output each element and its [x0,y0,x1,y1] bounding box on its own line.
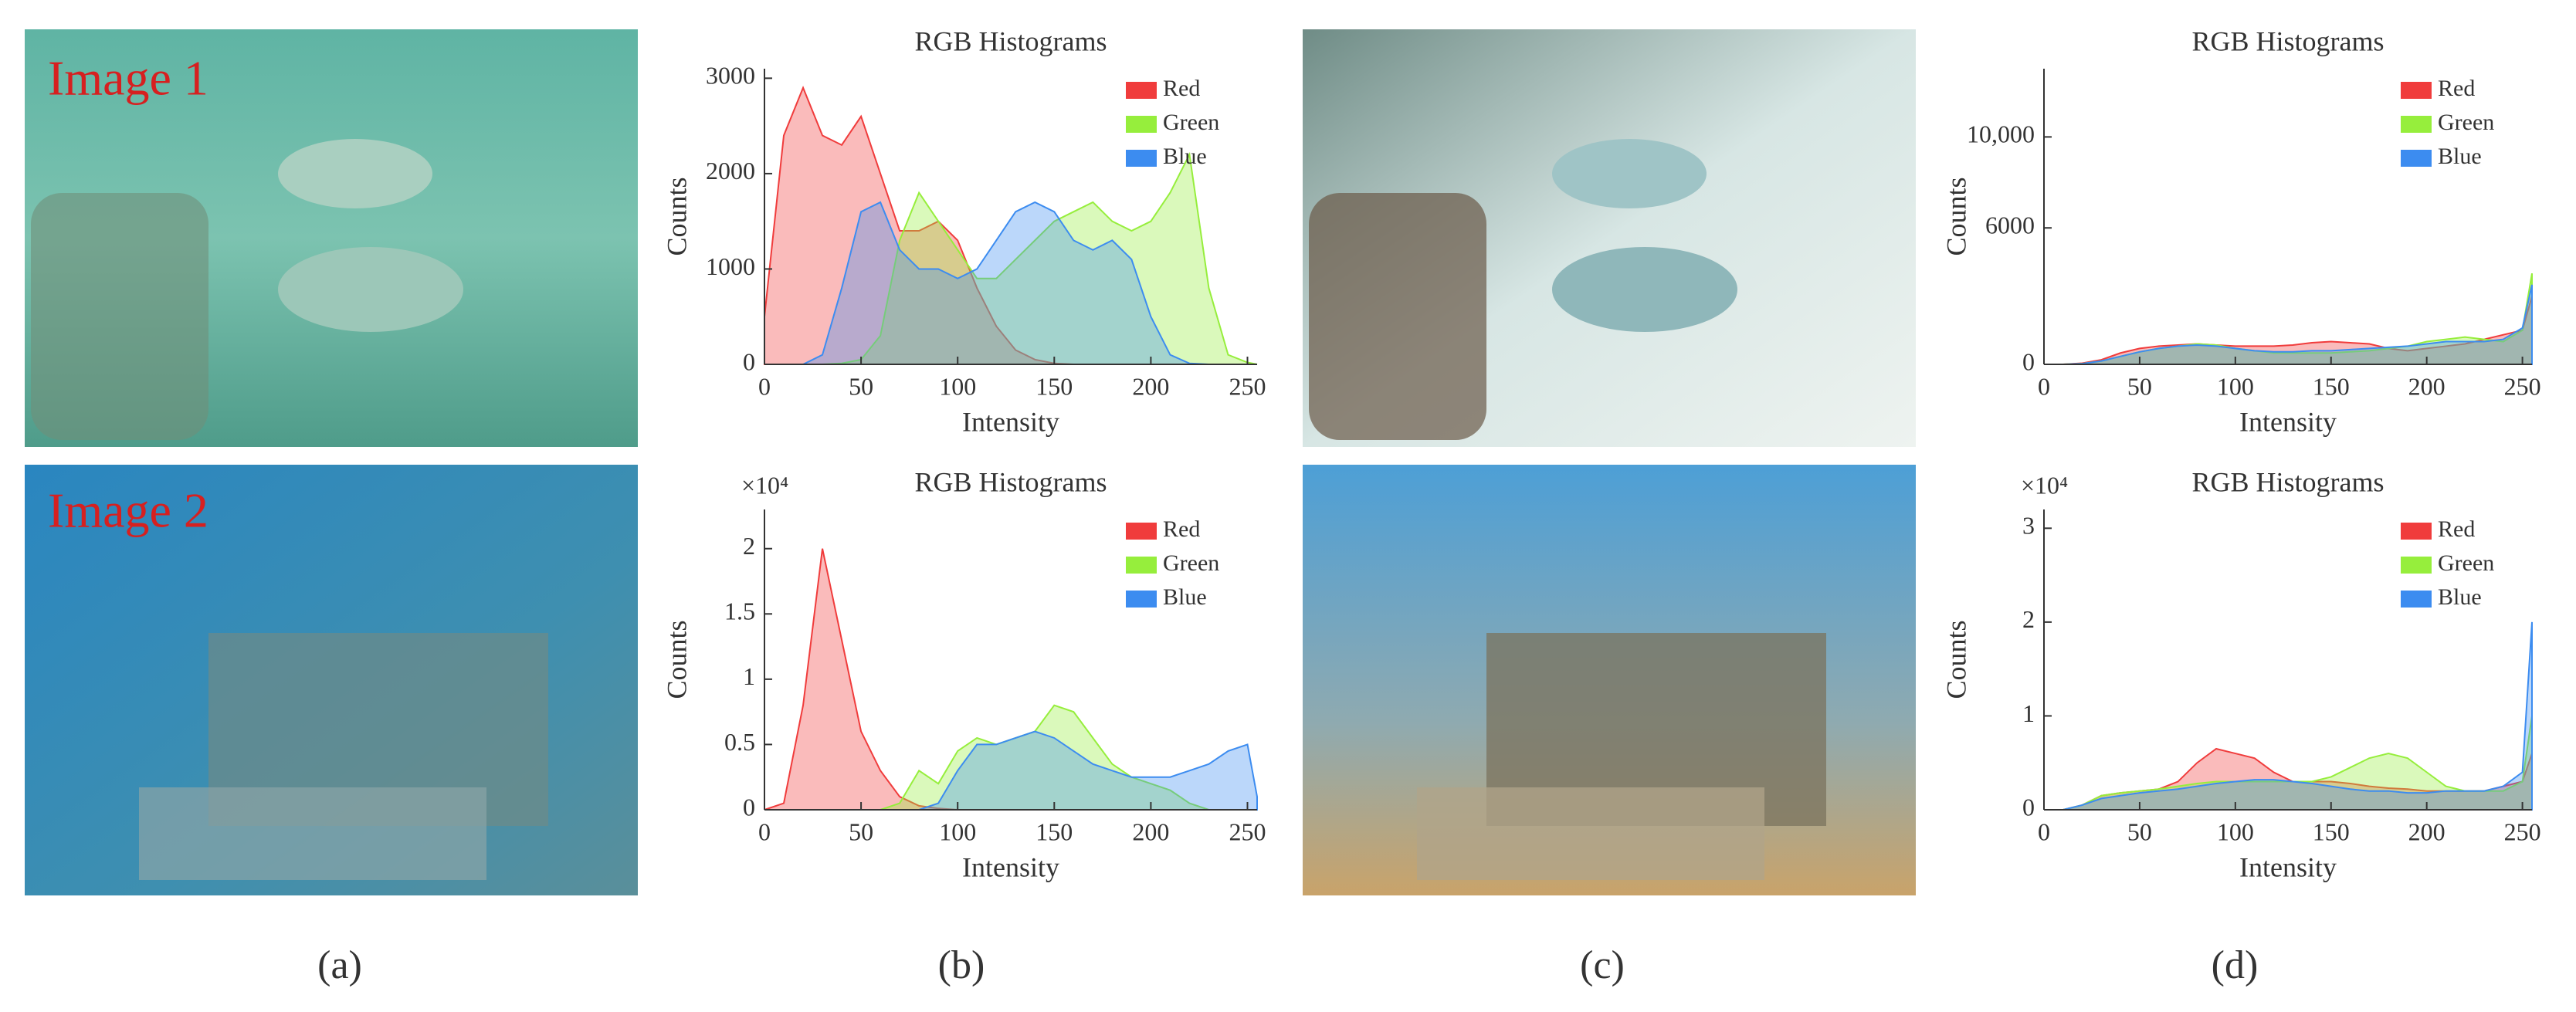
x-axis-label: Intensity [962,851,1059,882]
x-tick-label: 250 [1229,372,1266,400]
legend-swatch [2401,591,2432,608]
legend-swatch [2401,523,2432,540]
chart-title: RGB Histograms [914,466,1107,497]
y-tick-label: 2 [743,532,755,560]
chart-title: RGB Histograms [914,25,1107,56]
panel-label: (d) [2212,943,2259,987]
histogram-area [764,151,1258,365]
x-tick-label: 200 [2408,817,2446,845]
x-tick-label: 150 [2313,817,2350,845]
x-tick-label: 150 [1035,817,1073,845]
x-tick-label: 50 [2127,372,2152,400]
legend-label: Blue [2438,584,2482,610]
y-tick-label: 0 [743,347,755,375]
x-tick-label: 100 [2217,372,2254,400]
legend-swatch [1126,591,1157,608]
x-tick-label: 100 [2217,817,2254,845]
y-tick-label: 1 [2022,699,2035,727]
y-multiplier: ×10⁴ [741,471,788,499]
y-tick-label: 10,000 [1967,120,2035,148]
legend-label: Red [1163,76,1200,101]
legend-label: Green [1163,550,1219,576]
legend-swatch [2401,116,2432,133]
x-tick-label: 100 [939,817,976,845]
coral [1309,193,1486,440]
x-tick-label: 50 [849,372,873,400]
y-tick-label: 0.5 [724,728,755,756]
y-tick-label: 1000 [706,252,755,280]
x-tick-label: 0 [2038,817,2050,845]
legend-label: Green [2438,110,2494,135]
x-tick-label: 200 [2408,372,2446,400]
legend-label: Green [2438,550,2494,576]
panel-label: (b) [938,943,985,987]
legend-swatch [1126,116,1157,133]
x-tick-label: 200 [1132,817,1169,845]
fish [278,139,432,208]
fish [1552,139,1707,208]
legend-swatch [1126,557,1157,574]
y-tick-label: 2 [2022,605,2035,633]
legend-label: Blue [1163,144,1207,169]
chart-title: RGB Histograms [2191,466,2384,497]
statue-base [139,787,486,880]
image-label: Image 1 [48,51,208,106]
legend-label: Red [2438,516,2475,542]
y-tick-label: 6000 [1985,212,2035,239]
y-tick-label: 2000 [706,157,755,184]
legend-swatch [1126,523,1157,540]
histogram-area [2044,621,2533,811]
coral [31,193,208,440]
y-multiplier: ×10⁴ [2021,471,2068,499]
fish [1552,247,1737,332]
x-tick-label: 250 [2504,372,2541,400]
histogram-area [2044,716,2533,811]
legend-label: Blue [1163,584,1207,610]
legend-label: Red [2438,76,2475,101]
legend-label: Red [1163,516,1200,542]
x-axis-label: Intensity [2239,406,2337,437]
y-tick-label: 0 [743,793,755,821]
x-tick-label: 0 [2038,372,2050,400]
y-tick-label: 1.5 [724,597,755,625]
legend-swatch [2401,82,2432,99]
x-tick-label: 50 [2127,817,2152,845]
x-axis-label: Intensity [2239,851,2337,882]
x-tick-label: 250 [2504,817,2541,845]
legend-swatch [1126,150,1157,167]
panel-label: (a) [317,943,362,987]
y-tick-label: 0 [2022,793,2035,821]
y-axis-label: Counts [1940,620,1971,699]
legend-swatch [2401,557,2432,574]
chart-title: RGB Histograms [2191,25,2384,56]
y-tick-label: 1 [743,662,755,690]
x-tick-label: 150 [2313,372,2350,400]
x-tick-label: 50 [849,817,873,845]
legend-swatch [2401,150,2432,167]
x-axis-label: Intensity [962,406,1059,437]
x-tick-label: 100 [939,372,976,400]
legend-swatch [1126,82,1157,99]
x-tick-label: 150 [1035,372,1073,400]
legend-label: Blue [2438,144,2482,169]
y-tick-label: 3000 [706,62,755,90]
image-label: Image 2 [48,483,208,538]
histogram-area [2044,284,2533,365]
legend-label: Green [1163,110,1219,135]
y-axis-label: Counts [1940,177,1971,256]
x-tick-label: 0 [758,817,771,845]
fish [278,247,463,332]
panel-label: (c) [1580,943,1625,987]
y-tick-label: 0 [2022,347,2035,375]
statue-base [1417,787,1764,880]
y-axis-label: Counts [661,177,692,256]
x-tick-label: 250 [1229,817,1266,845]
y-axis-label: Counts [661,620,692,699]
y-tick-label: 3 [2022,512,2035,540]
x-tick-label: 200 [1132,372,1169,400]
x-tick-label: 0 [758,372,771,400]
